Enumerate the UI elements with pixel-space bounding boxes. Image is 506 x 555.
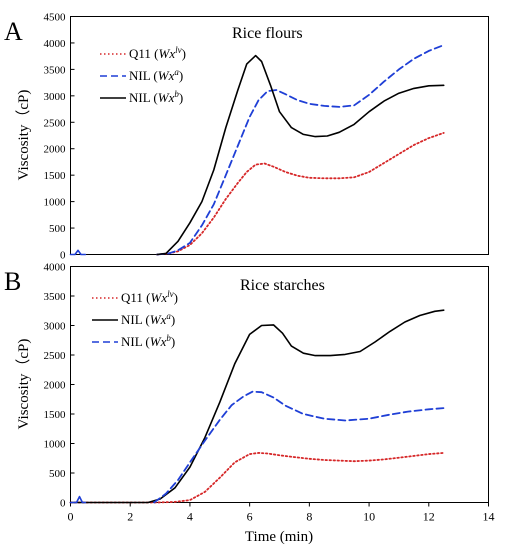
series-line <box>156 54 445 256</box>
legend-label: NIL (Wxa) <box>129 67 183 83</box>
legend-label: Q11 (Wxlv) <box>121 289 178 305</box>
y-tick-label: 3000 <box>44 91 67 103</box>
legend-a: Q11 (Wxlv) NIL (Wxa) NIL (Wxb) <box>100 45 186 105</box>
y-tick-label: 1500 <box>44 409 67 421</box>
y-axis-a: 0 500 1000 1500 2000 2500 3000 3500 4000 4500 <box>44 12 75 262</box>
x-axis-title: Time (min) <box>245 529 313 545</box>
y-tick-label: 2000 <box>44 380 67 392</box>
y-tick-label: 3000 <box>44 321 67 333</box>
y-tick-label: 3500 <box>44 64 67 76</box>
y-tick-label: 2500 <box>44 350 67 362</box>
plot-frame-a <box>70 16 489 255</box>
panel-b: B Rice starches 0 500 1000 1500 2000 2500 3000… <box>4 262 495 524</box>
y-tick-label: 4000 <box>44 38 67 50</box>
y-tick-label: 4000 <box>44 262 67 274</box>
baseline-spike-line <box>69 249 87 256</box>
x-tick-label: 12 <box>423 510 435 524</box>
chart-title-b: Rice starches <box>240 277 325 294</box>
x-tick-label: 10 <box>363 510 375 524</box>
y-tick-label: 4500 <box>44 12 67 24</box>
legend-label: NIL (Wxb) <box>129 89 183 105</box>
y-tick-label: 2000 <box>44 144 67 156</box>
legend-b: Q11 (Wxlv) NIL (Wxa) NIL (Wxb) <box>92 289 178 349</box>
x-axis-b: 0 2 4 6 8 10 12 14 <box>68 502 495 524</box>
y-tick-label: 0 <box>60 498 66 510</box>
y-axis-title-a: Viscosity（cP) <box>15 90 32 181</box>
y-tick-label: 500 <box>49 468 66 480</box>
series-group-b <box>69 309 445 504</box>
x-tick-label: 0 <box>68 510 74 524</box>
x-tick-label: 4 <box>187 510 193 524</box>
y-axis-b: 0 500 1000 1500 2000 2500 3000 3500 4000 <box>44 262 75 510</box>
x-tick-label: 8 <box>306 510 312 524</box>
panel-label-b: B <box>4 267 21 296</box>
series-line <box>153 390 445 504</box>
legend-label: Q11 (Wxlv) <box>129 45 186 61</box>
y-tick-label: 500 <box>49 223 66 235</box>
baseline-spike-line <box>69 495 87 504</box>
y-tick-label: 1500 <box>44 170 67 182</box>
x-tick-label: 6 <box>247 510 253 524</box>
series-line <box>156 132 445 256</box>
panel-label-a: A <box>4 17 23 46</box>
series-line <box>69 309 445 504</box>
x-tick-label: 2 <box>127 510 133 524</box>
y-tick-label: 1000 <box>44 197 67 209</box>
legend-label: NIL (Wxa) <box>121 311 175 327</box>
chart-title-a: Rice flours <box>232 25 303 42</box>
y-tick-label: 3500 <box>44 291 67 303</box>
series-line <box>69 452 445 504</box>
panel-a: A Rice flours 0 500 1000 1500 2000 2500 3000 35… <box>4 12 489 262</box>
x-tick-label: 14 <box>483 510 495 524</box>
series-line <box>156 44 445 256</box>
y-tick-label: 2500 <box>44 117 67 129</box>
y-axis-title-b: Viscosity（cP) <box>15 339 32 430</box>
y-tick-label: 1000 <box>44 439 67 451</box>
y-tick-label: 0 <box>60 250 66 262</box>
series-group-a <box>69 44 445 256</box>
legend-label: NIL (Wxb) <box>121 333 175 349</box>
